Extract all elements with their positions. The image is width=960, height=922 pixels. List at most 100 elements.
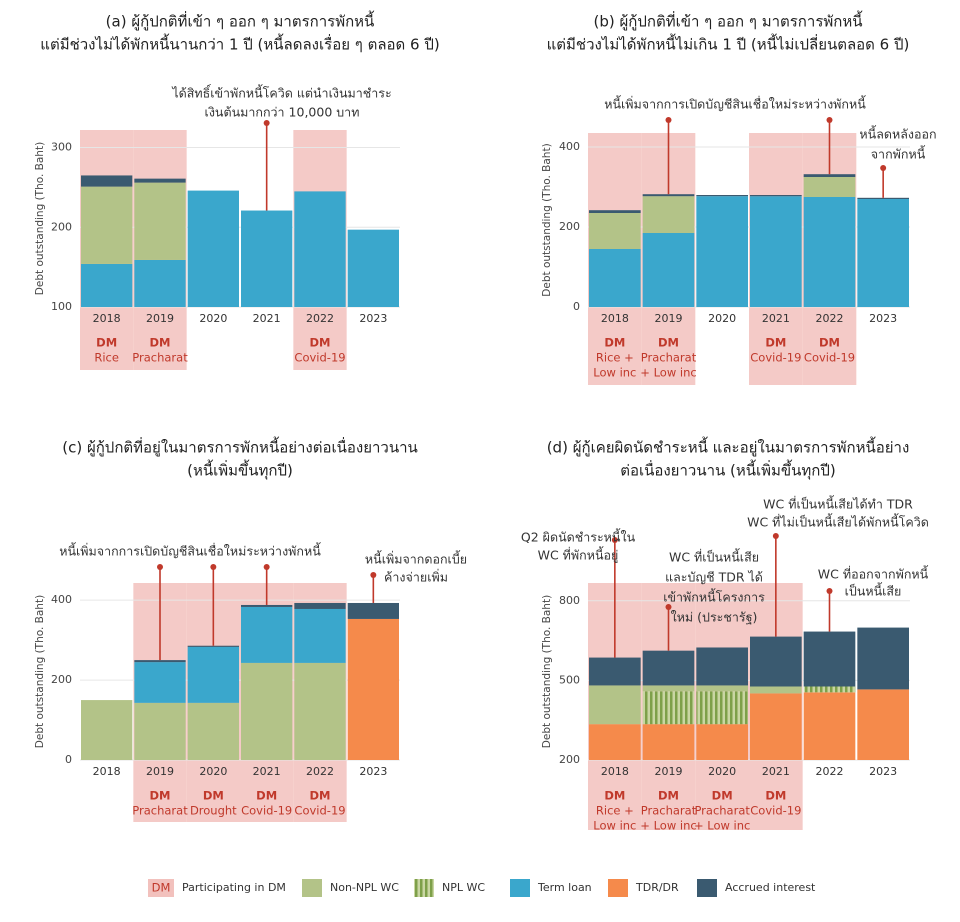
bar-segment (696, 196, 748, 307)
y-tick-label: 0 (573, 300, 580, 313)
y-tick-label: 200 (51, 673, 72, 686)
annotation-text: หนี้ลดหลังออก (859, 125, 936, 142)
chart-title: (หนี้เพิ่มขึ้นทุกปี) (187, 460, 293, 481)
chart-title: แต่มีช่วงไม่ได้พักหนี้ไม่เกิน 1 ปี (หนี้… (547, 34, 910, 54)
dm-label: Covid-19 (804, 351, 855, 365)
annotation-text: WC ที่เป็นหนี้เสียได้ทำ TDR (763, 495, 913, 512)
dm-label: Rice + (596, 804, 634, 818)
bar-segment (294, 662, 346, 760)
dm-label: Covid-19 (294, 804, 345, 818)
x-tick-label: 2020 (199, 765, 227, 778)
dm-label: + Low inc (640, 366, 696, 380)
bar-segment (347, 229, 399, 307)
chart-title: ต่อเนื่องยาวนาน (หนี้เพิ่มขึ้นทุกปี) (620, 460, 836, 481)
annotation-text: เงินต้นมากกว่า 10,000 บาท (205, 105, 360, 120)
dm-label: Pracharat (641, 351, 697, 365)
annotation-text: ค้างจ่ายเพิ่ม (384, 569, 448, 585)
legend-swatch (510, 879, 530, 897)
bar-segment (857, 199, 909, 307)
x-tick-label: 2019 (655, 765, 683, 778)
bar-segment (696, 691, 748, 725)
legend-label: NPL WC (442, 881, 485, 894)
bar-segment (347, 602, 399, 619)
dm-label: Low inc (593, 366, 636, 380)
annotation-dot (826, 588, 833, 594)
y-tick-label: 400 (51, 593, 72, 606)
bar-segment (187, 190, 239, 307)
x-tick-label: 2021 (762, 765, 790, 778)
chart-title: (c) ผู้กู้ปกติที่อยู่ในมาตรการพักหนี้อย่… (62, 437, 418, 457)
legend-swatch (148, 879, 174, 897)
dm-label: DM (150, 336, 171, 350)
chart-title: (b) ผู้กู้ปกติที่เข้า ๆ ออก ๆ มาตรการพัก… (594, 11, 863, 31)
x-tick-label: 2021 (253, 765, 281, 778)
dm-label: DM (310, 336, 331, 350)
bar-segment (803, 631, 856, 687)
legend-label: Non-NPL WC (330, 881, 399, 894)
dm-label: Low inc (593, 819, 636, 833)
annotation-text: ใหม่ (ประชารัฐ) (671, 610, 758, 625)
y-axis-label: Debt outstanding (Tho. Baht) (34, 142, 46, 295)
bar-segment (241, 604, 293, 607)
dm-label: DM (658, 336, 679, 350)
bar-segment (134, 660, 186, 663)
bar-segment (642, 194, 695, 197)
x-tick-label: 2018 (93, 765, 121, 778)
dm-label: DM (150, 789, 171, 803)
y-tick-label: 500 (559, 673, 580, 686)
dm-label: Covid-19 (750, 351, 801, 365)
bar-segment (750, 196, 802, 307)
dm-label: Rice + (596, 351, 634, 365)
bar-segment (134, 662, 186, 703)
annotation-dot (263, 120, 270, 126)
annotation-text: WC ที่ไม่เป็นหนี้เสียได้พักหนี้โควิด (747, 513, 929, 530)
dm-label: Pracharat (641, 804, 697, 818)
dm-label: DM (203, 789, 224, 803)
x-tick-label: 2021 (253, 312, 281, 325)
x-tick-label: 2018 (93, 312, 121, 325)
dm-label: DM (604, 789, 625, 803)
bar-segment (81, 700, 133, 760)
dm-label: DM (765, 789, 786, 803)
dm-label: DM (819, 336, 840, 350)
chart-title: (a) ผู้กู้ปกติที่เข้า ๆ ออก ๆ มาตรการพัก… (106, 11, 375, 31)
annotation-dot (157, 564, 163, 570)
x-tick-label: 2018 (601, 312, 629, 325)
x-tick-label: 2020 (708, 765, 736, 778)
annotation-dot (263, 564, 270, 570)
dm-label: DM (256, 789, 277, 803)
legend-swatch (302, 879, 322, 897)
bar-segment (589, 213, 641, 249)
legend-label: Accrued interest (725, 881, 816, 894)
x-tick-label: 2019 (146, 765, 174, 778)
bar-segment (81, 263, 133, 307)
y-tick-label: 200 (559, 220, 580, 233)
annotation-text: จากพักหนี้ (871, 145, 926, 162)
bar-segment (187, 646, 239, 703)
y-tick-label: 200 (559, 753, 580, 766)
bar-segment (642, 233, 695, 307)
y-tick-label: 300 (51, 141, 72, 154)
y-axis-label: Debt outstanding (Tho. Baht) (541, 595, 553, 748)
legend-swatch (608, 879, 628, 897)
dm-label: Pracharat (694, 804, 750, 818)
y-tick-label: 0 (65, 753, 72, 766)
bar-segment (241, 662, 293, 760)
annotation-dot (665, 117, 672, 123)
x-tick-label: 2023 (359, 765, 387, 778)
bar-segment (857, 197, 909, 199)
bar-segment (696, 647, 748, 686)
bar-segment (187, 645, 239, 647)
dm-label: DM (658, 789, 679, 803)
dm-label: Covid-19 (294, 351, 345, 365)
bar-segment (803, 686, 856, 693)
y-axis-label: Debt outstanding (Tho. Baht) (34, 595, 46, 748)
bar-segment (294, 191, 346, 307)
bar-segment (857, 689, 909, 760)
bar-segment (134, 178, 186, 183)
x-tick-label: 2023 (359, 312, 387, 325)
bar-segment (696, 724, 748, 760)
bar-segment (589, 249, 641, 307)
annotation-dot (370, 572, 377, 578)
